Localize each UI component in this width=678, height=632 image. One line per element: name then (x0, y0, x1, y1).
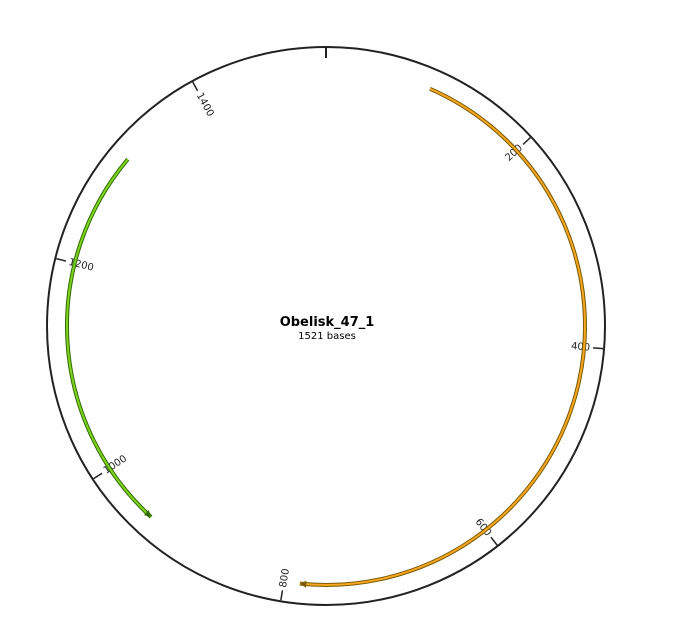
tick-mark (522, 137, 531, 145)
tick-mark (593, 347, 604, 350)
plasmid-name: Obelisk_47_1 (280, 315, 375, 330)
feature-reverse[interactable] (65, 158, 153, 519)
feature-forward[interactable] (299, 86, 587, 588)
feature-arrowhead (299, 580, 307, 588)
center-label: Obelisk_47_1 1521 bases (280, 315, 375, 342)
tick-mark (56, 257, 67, 262)
tick-label: 400 (571, 341, 591, 354)
features-layer (65, 86, 587, 588)
tick-mark (192, 81, 199, 92)
plasmid-length: 1521 bases (298, 331, 356, 342)
backbone-layer (46, 46, 606, 606)
feature-body (66, 158, 152, 518)
tick-mark (93, 472, 103, 480)
feature-arrowhead (143, 510, 152, 517)
tick-label: 1400 (194, 91, 216, 119)
tick-mark (280, 590, 284, 601)
feature-body (299, 87, 586, 586)
tick-label: 800 (278, 568, 292, 589)
tick-mark (490, 536, 498, 546)
